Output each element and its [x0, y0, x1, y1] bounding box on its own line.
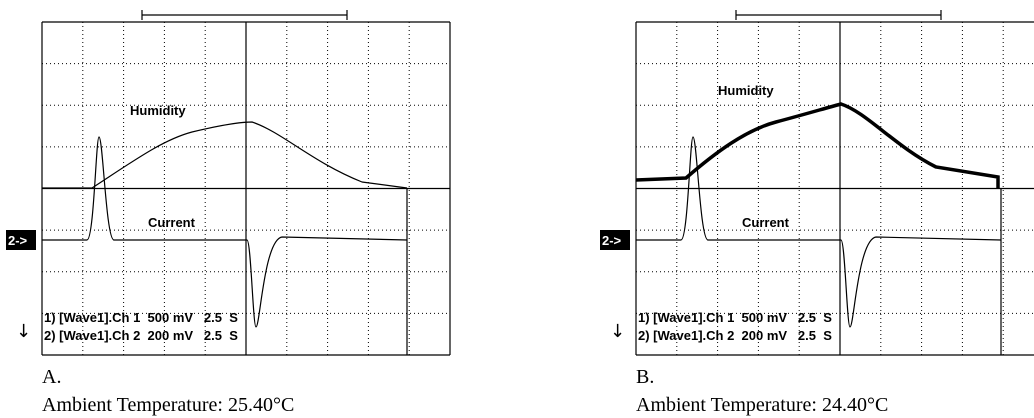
panel-caption: Ambient Temperature: 24.40°C: [636, 394, 888, 416]
channel-marker: 2->: [602, 233, 622, 248]
channel-label: 2) [Wave1].Ch 2 200 mV 2.5 S: [638, 328, 832, 343]
down-arrow: ↓: [16, 321, 31, 342]
channel-label: 1) [Wave1].Ch 1 500 mV 2.5 S: [44, 310, 238, 325]
humidity-trace: [636, 104, 998, 188]
time-bracket: [142, 10, 347, 20]
figure: Humidity Current 1) [Wave1].Ch 1 500 mV 2.…: [0, 0, 1034, 418]
trace-label: Humidity: [130, 103, 186, 118]
current-trace: [42, 137, 407, 327]
trace-label: Current: [148, 215, 196, 230]
down-arrow: ↓: [610, 321, 625, 342]
time-bracket: [736, 10, 941, 20]
scope-panel: Humidity Current 1) [Wave1].Ch 1 500 mV 2.…: [600, 10, 1034, 355]
trace-label: Humidity: [718, 83, 774, 98]
panel-label: A.: [42, 366, 61, 388]
panel-caption: Ambient Temperature: 25.40°C: [42, 394, 294, 416]
trace-label: Current: [742, 215, 790, 230]
scope-panel: Humidity Current 1) [Wave1].Ch 1 500 mV 2.…: [6, 10, 450, 355]
channel-label: 2) [Wave1].Ch 2 200 mV 2.5 S: [44, 328, 238, 343]
channel-marker: 2->: [8, 233, 28, 248]
channel-label: 1) [Wave1].Ch 1 500 mV 2.5 S: [638, 310, 832, 325]
panel-label: B.: [636, 366, 654, 388]
current-trace: [636, 137, 1001, 327]
